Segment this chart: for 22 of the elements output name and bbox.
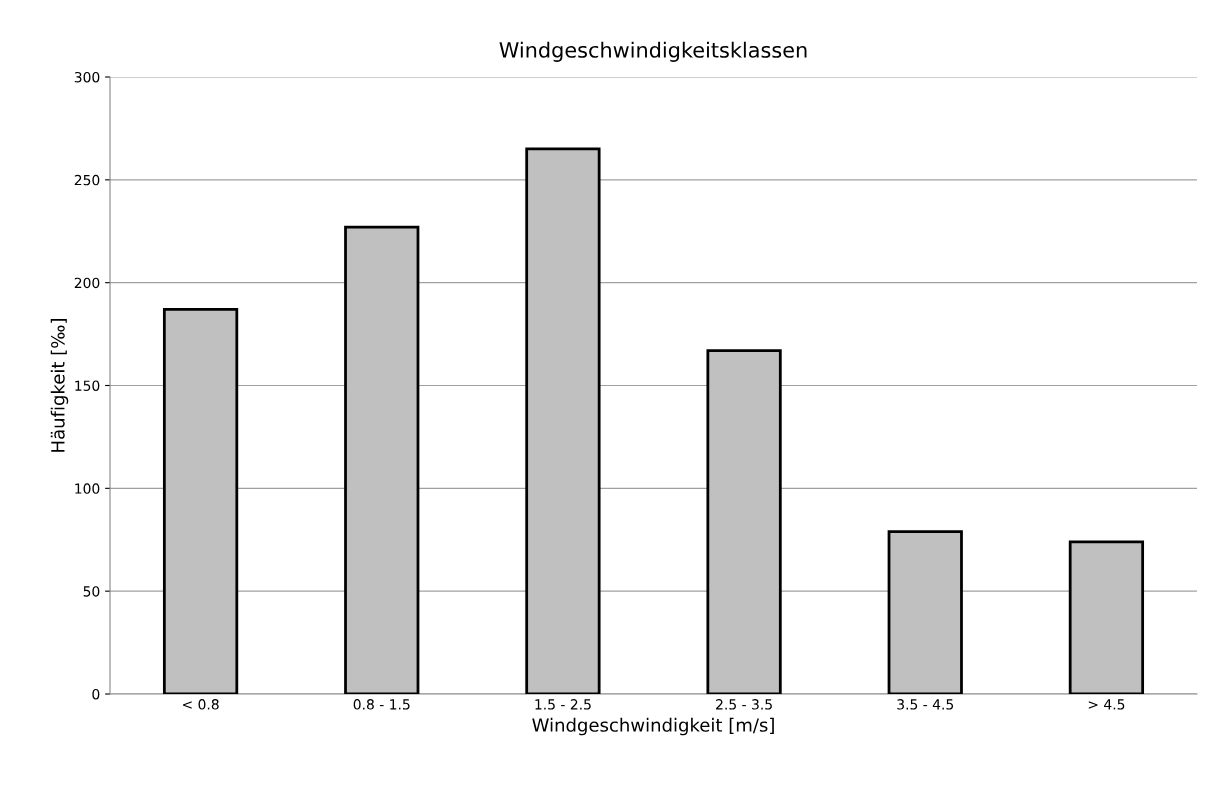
y-tick-label: 50 — [83, 586, 100, 597]
x-tick-label: 0.8 - 1.5 — [353, 699, 410, 710]
y-tick-label: 100 — [75, 483, 100, 494]
bar — [344, 225, 420, 694]
y-tick-label: 250 — [74, 174, 100, 186]
bar — [162, 308, 239, 694]
bar — [706, 349, 782, 694]
x-tick-label: 3.5 - 4.5 — [897, 699, 954, 710]
y-tick-label: 300 — [74, 71, 100, 83]
y-tick-label: 200 — [74, 277, 100, 289]
y-tick-label: 150 — [75, 380, 100, 391]
x-tick-label: > 4.5 — [1088, 699, 1125, 710]
y-axis-title: Häufigkeit [‰] — [50, 319, 69, 452]
bar — [1068, 540, 1145, 694]
chart-title: Windgeschwindigkeitsklassen — [499, 41, 807, 62]
x-tick-label: 2.5 - 3.5 — [716, 699, 772, 710]
x-tick-label: < 0.8 — [182, 699, 219, 710]
bar — [525, 147, 601, 694]
y-tick-label: 0 — [92, 688, 100, 700]
x-axis-title: Windgeschwindigkeit [m/s] — [532, 717, 774, 736]
x-tick-label: 1.5 - 2.5 — [535, 699, 591, 710]
bar — [887, 530, 963, 694]
